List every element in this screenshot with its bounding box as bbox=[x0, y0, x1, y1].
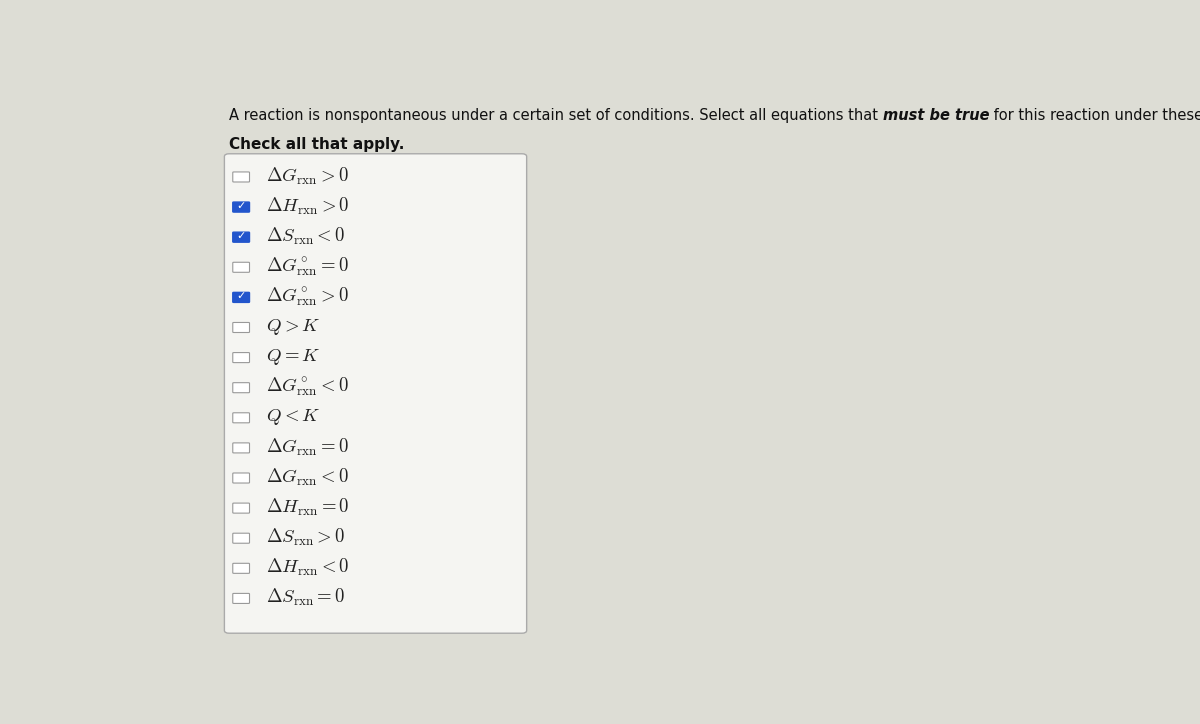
Text: $\Delta G^\circ_{\mathrm{rxn}} = 0$: $\Delta G^\circ_{\mathrm{rxn}} = 0$ bbox=[266, 255, 349, 278]
FancyBboxPatch shape bbox=[233, 202, 250, 212]
FancyBboxPatch shape bbox=[233, 503, 250, 513]
FancyBboxPatch shape bbox=[233, 473, 250, 483]
Text: ✓: ✓ bbox=[236, 292, 246, 301]
FancyBboxPatch shape bbox=[233, 232, 250, 243]
FancyBboxPatch shape bbox=[233, 533, 250, 543]
Text: $\Delta S_{\mathrm{rxn}} < 0$: $\Delta S_{\mathrm{rxn}} < 0$ bbox=[266, 226, 346, 247]
FancyBboxPatch shape bbox=[233, 292, 250, 303]
FancyBboxPatch shape bbox=[233, 594, 250, 603]
Text: A reaction is nonspontaneous under a certain set of conditions. Select all equat: A reaction is nonspontaneous under a cer… bbox=[229, 108, 883, 123]
Text: $\Delta G^\circ_{\mathrm{rxn}} < 0$: $\Delta G^\circ_{\mathrm{rxn}} < 0$ bbox=[266, 376, 349, 398]
Text: $\Delta S_{\mathrm{rxn}} > 0$: $\Delta S_{\mathrm{rxn}} > 0$ bbox=[266, 527, 346, 548]
FancyBboxPatch shape bbox=[233, 383, 250, 392]
FancyBboxPatch shape bbox=[233, 262, 250, 272]
Text: $\Delta H_{\mathrm{rxn}} < 0$: $\Delta H_{\mathrm{rxn}} < 0$ bbox=[266, 557, 349, 578]
Text: $\Delta H_{\mathrm{rxn}} = 0$: $\Delta H_{\mathrm{rxn}} = 0$ bbox=[266, 497, 349, 518]
Text: ✓: ✓ bbox=[236, 231, 246, 241]
Text: ✓: ✓ bbox=[236, 201, 246, 211]
FancyBboxPatch shape bbox=[233, 322, 250, 332]
FancyBboxPatch shape bbox=[233, 443, 250, 453]
Text: must be true: must be true bbox=[883, 108, 989, 123]
FancyBboxPatch shape bbox=[233, 413, 250, 423]
FancyBboxPatch shape bbox=[233, 353, 250, 363]
Text: $Q < K$: $Q < K$ bbox=[266, 407, 320, 427]
Text: $\Delta G_{\mathrm{rxn}} < 0$: $\Delta G_{\mathrm{rxn}} < 0$ bbox=[266, 466, 349, 488]
Text: Check all that apply.: Check all that apply. bbox=[229, 137, 404, 152]
Text: $\Delta S_{\mathrm{rxn}} = 0$: $\Delta S_{\mathrm{rxn}} = 0$ bbox=[266, 587, 346, 608]
Text: $\Delta G_{\mathrm{rxn}} = 0$: $\Delta G_{\mathrm{rxn}} = 0$ bbox=[266, 437, 349, 458]
Text: for this reaction under these conditions.: for this reaction under these conditions… bbox=[989, 108, 1200, 123]
Text: $\Delta H_{\mathrm{rxn}} > 0$: $\Delta H_{\mathrm{rxn}} > 0$ bbox=[266, 195, 349, 216]
Text: $\Delta G^\circ_{\mathrm{rxn}} > 0$: $\Delta G^\circ_{\mathrm{rxn}} > 0$ bbox=[266, 285, 349, 308]
FancyBboxPatch shape bbox=[233, 172, 250, 182]
FancyBboxPatch shape bbox=[233, 563, 250, 573]
Text: $Q > K$: $Q > K$ bbox=[266, 316, 320, 337]
FancyBboxPatch shape bbox=[224, 153, 527, 634]
Text: $\Delta G_{\mathrm{rxn}} > 0$: $\Delta G_{\mathrm{rxn}} > 0$ bbox=[266, 166, 349, 187]
Text: $Q = K$: $Q = K$ bbox=[266, 347, 320, 366]
